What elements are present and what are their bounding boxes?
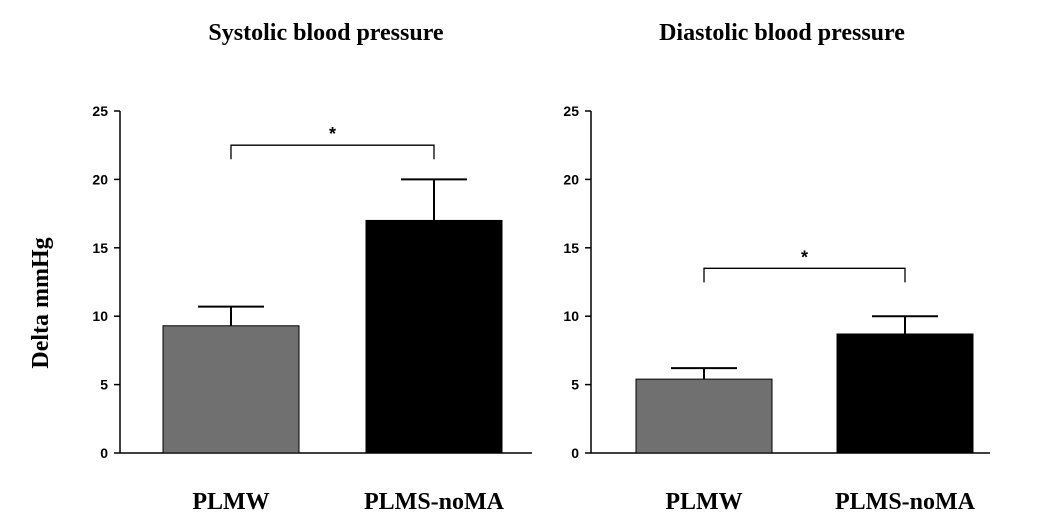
bar-plmw [162,325,300,454]
y-tick-label: 15 [563,240,579,256]
y-tick-label: 15 [92,240,108,256]
diastolic-chart: Diastolic blood pressure 0 5 10 15 20 25 PLMW P… [563,20,990,515]
chart-title: Systolic blood pressure [208,20,443,46]
y-tick-label: 5 [100,377,108,393]
y-tick-label: 10 [92,308,108,324]
y-tick-label: 25 [563,103,579,119]
bar-plms-noma [365,219,503,454]
category-label: PLMS-noMA [835,489,976,515]
y-tick-label: 10 [563,308,579,324]
y-tick-label: 5 [571,377,579,393]
category-label: PLMW [192,489,269,515]
bar-plmw [635,378,773,454]
significance-marker: * [801,247,808,267]
systolic-chart: Systolic blood pressure 0 5 10 15 20 25 PLMW PL… [92,20,532,515]
category-label: PLMS-noMA [364,489,505,515]
category-label: PLMW [665,489,742,515]
y-tick-label: 0 [100,445,108,461]
chart-title: Diastolic blood pressure [659,20,905,46]
significance-bracket [230,144,435,160]
bar-plms-noma [836,333,974,454]
y-tick-label: 0 [571,445,579,461]
y-tick-label: 20 [92,171,108,187]
y-tick-label: 20 [563,171,579,187]
significance-bracket [703,267,906,283]
y-axis-label: Delta mmHg [28,237,54,368]
significance-marker: * [329,124,336,144]
y-tick-label: 25 [92,103,108,119]
